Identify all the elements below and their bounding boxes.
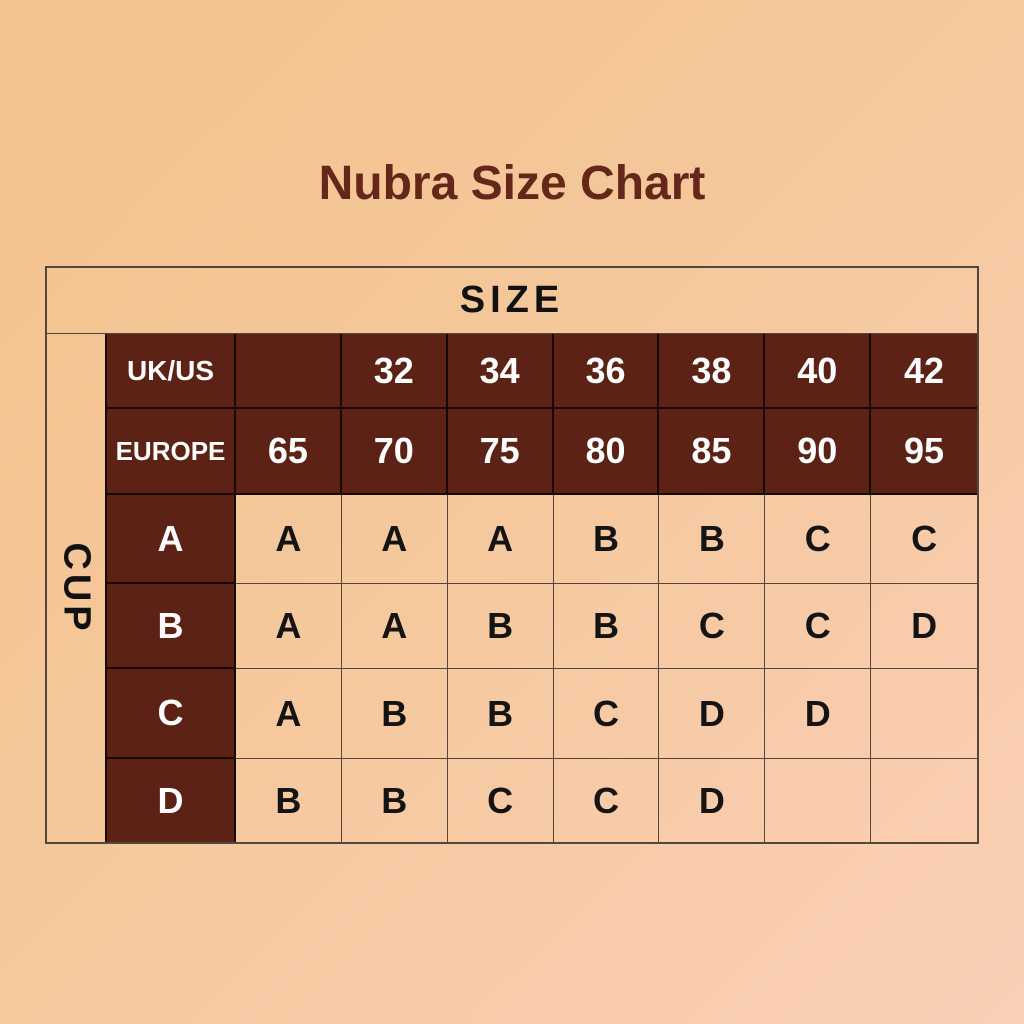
table-cell: C [871, 495, 977, 584]
table-cell [871, 759, 977, 842]
table-cell: 34 [447, 334, 554, 409]
table-cell: B [236, 759, 342, 842]
table-cell: A [447, 495, 554, 584]
row-label-europe: EUROPE [107, 409, 236, 495]
cup-group-header: CUP [47, 334, 107, 842]
table-cell: C [765, 495, 872, 584]
table-cell: 95 [871, 409, 977, 495]
table-cell: 75 [447, 409, 554, 495]
table-cell: C [659, 584, 766, 669]
table-cell: D [659, 759, 766, 842]
table-cell: B [447, 669, 554, 759]
table-cell: B [553, 584, 660, 669]
table-cell: 32 [341, 334, 448, 409]
table-cell: 38 [659, 334, 766, 409]
table-cell: 40 [765, 334, 872, 409]
table-cell: D [659, 669, 766, 759]
table-cell: A [236, 584, 342, 669]
table-cell: B [342, 759, 448, 842]
cup-group-label: CUP [55, 541, 98, 635]
table-cell: A [341, 495, 448, 584]
table-cell: B [553, 495, 660, 584]
table-cell: 80 [553, 409, 660, 495]
row-label-cup-c: C [107, 669, 236, 759]
table-cell: 65 [236, 409, 342, 495]
table-cell: C [553, 669, 660, 759]
table-cell: 70 [341, 409, 448, 495]
row-label-cup-a: A [107, 495, 236, 584]
page-title: Nubra Size Chart [318, 157, 706, 210]
table-cell: C [448, 759, 554, 842]
row-label-cup-b: B [107, 584, 236, 669]
table-cell: 90 [765, 409, 872, 495]
table-cell: A [236, 495, 342, 584]
table-cell: B [659, 495, 766, 584]
table-cell: B [447, 584, 554, 669]
table-cell: A [236, 669, 342, 759]
size-chart-table: SIZE CUP UK/US 32 34 36 38 40 42 EUROPE … [45, 266, 979, 844]
table-cell: C [765, 584, 872, 669]
table-cell: D [765, 669, 872, 759]
table-cell: C [554, 759, 660, 842]
table-cell: 42 [871, 334, 977, 409]
table-cell: A [341, 584, 448, 669]
table-cell [765, 759, 872, 842]
size-group-header: SIZE [47, 268, 977, 334]
table-cell [871, 669, 977, 759]
table-cell: 36 [553, 334, 660, 409]
row-label-cup-d: D [107, 759, 236, 842]
table-cell: B [341, 669, 448, 759]
table-cell: D [871, 584, 977, 669]
row-label-uk-us: UK/US [107, 334, 236, 409]
table-cell [236, 334, 342, 409]
table-cell: 85 [659, 409, 766, 495]
